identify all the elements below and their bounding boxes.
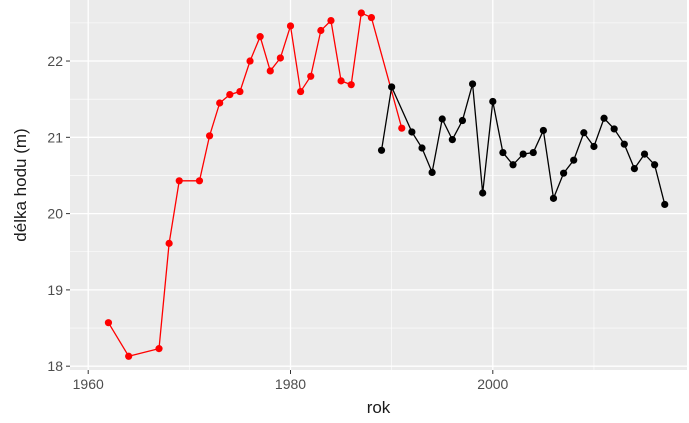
data-point [479,189,487,197]
data-point [377,146,386,154]
data-point [458,116,467,125]
data-point [549,194,558,202]
series-1 [104,9,406,360]
x-axis: 1960 1980 2000 [73,370,509,392]
data-point [630,164,639,173]
data-point [327,16,335,25]
data-point [246,57,254,65]
data-point [347,81,355,89]
x-tick-label: 1960 [73,376,104,392]
series-layer [104,9,669,360]
x-tick-label: 1980 [275,376,306,392]
data-point [519,150,527,158]
data-point [560,169,568,177]
data-point [499,148,507,157]
data-point [590,142,598,151]
y-axis-title: délka hodu (m) [11,128,30,241]
data-point [600,114,608,122]
data-point [175,177,183,185]
data-point [398,124,406,132]
data-point [489,97,497,106]
data-point [539,126,547,135]
data-point [509,161,517,169]
data-point [125,352,133,360]
y-tick-label: 21 [47,129,63,145]
data-point [418,144,426,152]
y-tick-label: 18 [47,358,63,374]
data-point [529,148,537,157]
data-point [408,128,416,136]
data-point [216,99,224,107]
data-point [357,9,365,17]
data-point [317,26,325,35]
data-point [226,90,234,99]
y-tick-label: 22 [47,53,63,69]
data-point [276,54,284,62]
data-point [256,33,264,41]
data-point [307,72,315,80]
data-point [165,239,173,247]
data-point [580,129,588,137]
data-point [610,125,618,133]
data-point [570,156,578,164]
data-point [337,77,345,85]
data-point [236,87,244,96]
data-point [286,22,295,30]
data-point [388,83,396,91]
data-point [448,136,456,144]
data-point [661,200,669,209]
data-point [438,115,446,123]
y-axis: 18 19 20 21 22 [47,53,70,374]
data-point [620,140,628,148]
data-point [205,132,214,140]
major-gridlines [70,0,687,370]
series-2 [377,80,669,209]
data-point [266,67,274,75]
data-point [297,87,305,96]
series-line [380,83,666,205]
data-point [104,319,113,327]
data-point [651,161,659,169]
data-point [155,345,163,353]
y-tick-label: 19 [47,282,63,298]
y-tick-label: 20 [47,206,63,222]
data-point [428,168,436,177]
data-point [468,80,477,88]
data-point [195,177,204,185]
x-axis-title: rok [367,398,391,417]
data-point [640,150,649,158]
x-tick-label: 2000 [477,376,508,392]
data-point [367,13,376,22]
